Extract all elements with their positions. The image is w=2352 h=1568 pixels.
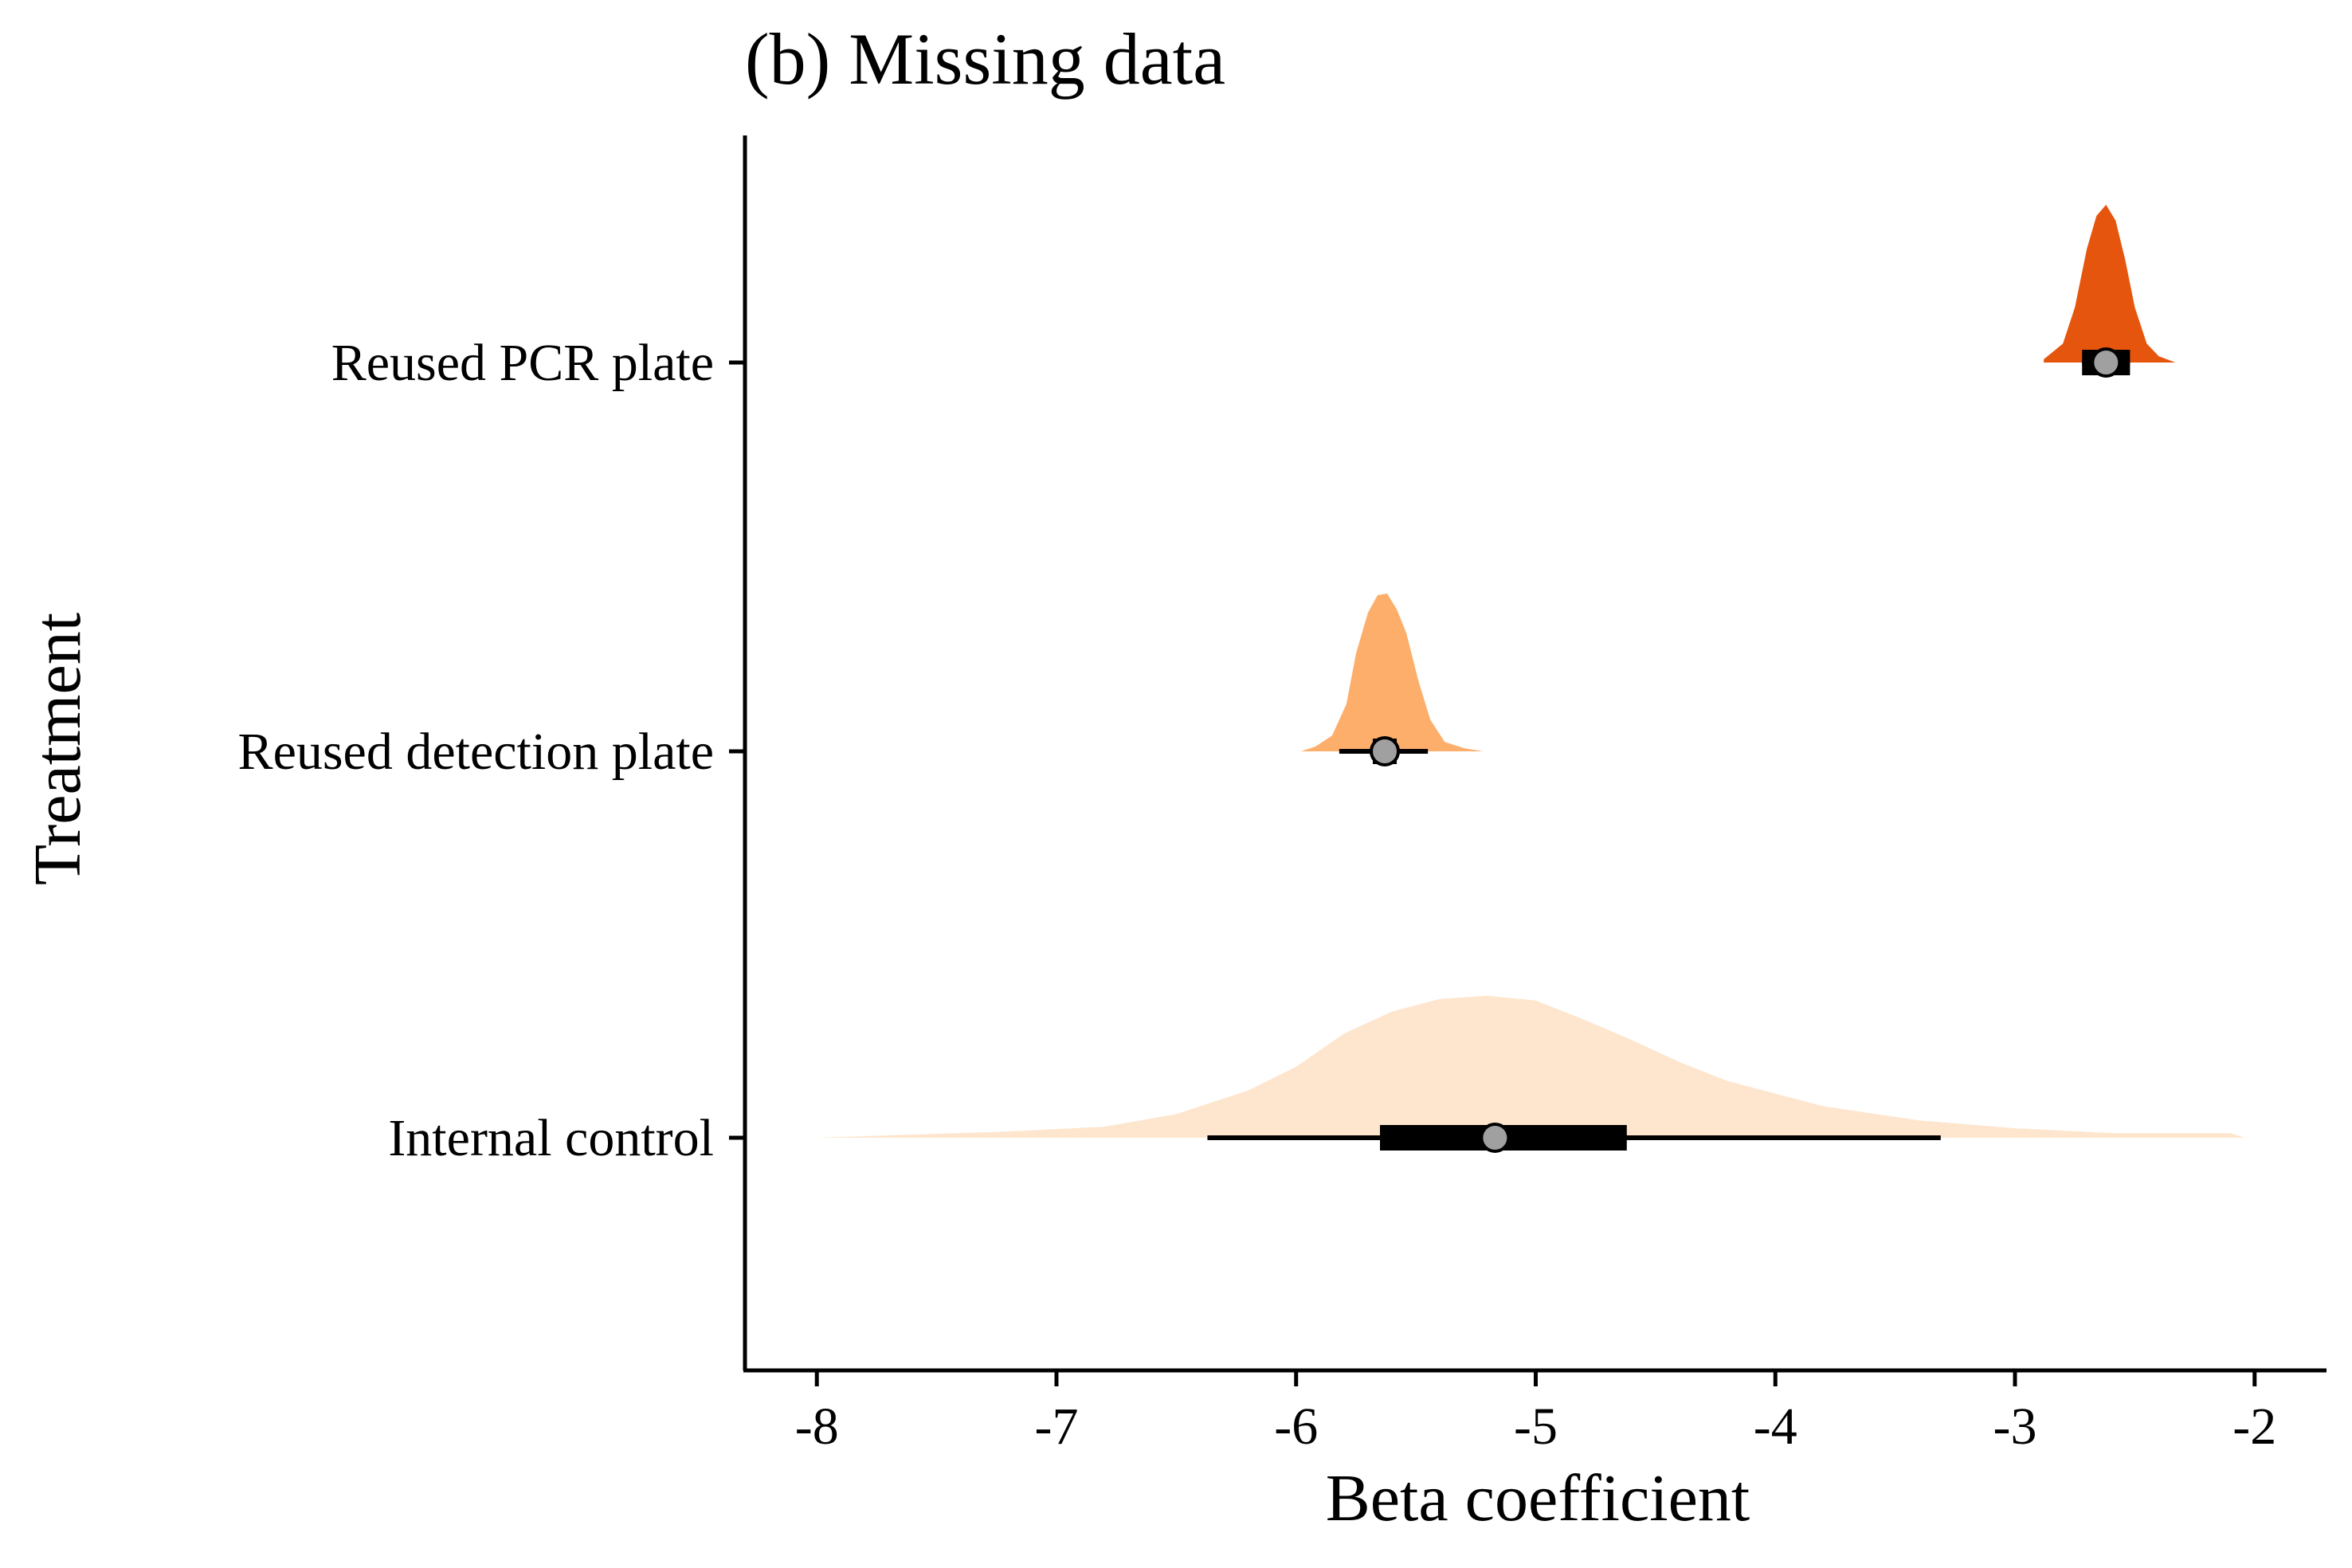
x-tick-label-3: -5 (1514, 1397, 1558, 1456)
density-layer (817, 205, 2245, 1138)
point-internal-control (1480, 1123, 1511, 1153)
x-tick-label-4: -4 (1754, 1397, 1797, 1456)
point-reused-pcr-plate (2091, 347, 2122, 378)
interval-layer (1207, 347, 2131, 1153)
chart-title: (b) Missing data (745, 18, 1225, 100)
density-internal-control (817, 995, 2245, 1138)
x-tick-label-6: -2 (2232, 1397, 2276, 1456)
y-axis-ticks: Reused PCR plate Reused detection plate In… (238, 334, 745, 1167)
x-tick-label-2: -6 (1274, 1397, 1318, 1456)
x-tick-label-1: -7 (1034, 1397, 1078, 1456)
x-axis-ticks: -8 -7 -6 -5 -4 -3 -2 (795, 1370, 2276, 1456)
x-tick-label-0: -8 (795, 1397, 839, 1456)
y-tick-label-internal-control: Internal control (388, 1109, 714, 1167)
x-tick-label-5: -3 (1993, 1397, 2037, 1456)
point-reused-detection-plate (1370, 736, 1401, 766)
y-tick-label-reused-detection-plate: Reused detection plate (238, 723, 714, 781)
x-axis-title: Beta coefficient (1326, 1461, 1750, 1535)
y-tick-label-reused-pcr-plate: Reused PCR plate (331, 334, 714, 392)
density-reused-detection-plate (1300, 594, 1484, 751)
density-reused-pcr-plate (2044, 205, 2176, 363)
y-axis-title: Treatment (21, 613, 95, 885)
